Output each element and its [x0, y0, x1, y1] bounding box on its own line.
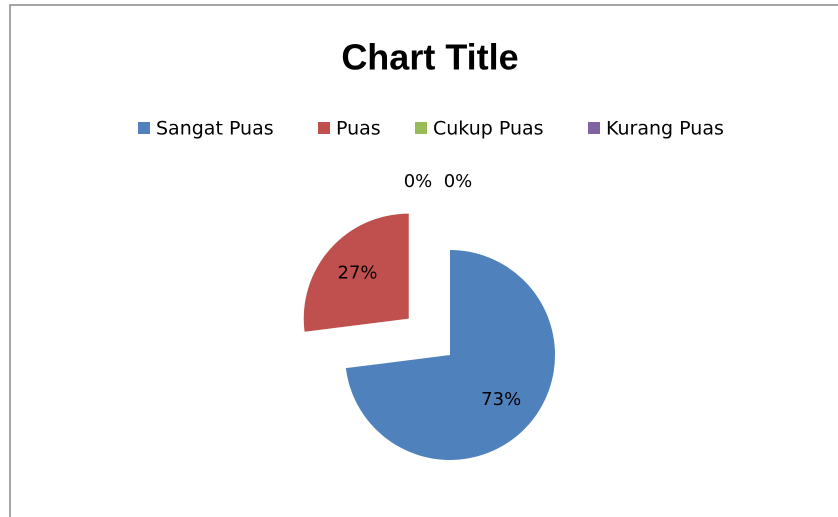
- data-label: 27%: [338, 262, 378, 283]
- legend-swatch: [588, 122, 600, 134]
- data-label: 0%: [404, 171, 433, 192]
- legend-label: Kurang Puas: [606, 118, 724, 140]
- chart-title: Chart Title: [341, 37, 518, 78]
- data-label: 0%: [444, 171, 473, 192]
- pie-slice: [345, 250, 555, 460]
- legend-swatch: [138, 122, 150, 134]
- legend-swatch: [318, 122, 330, 134]
- legend-label: Sangat Puas: [156, 118, 274, 140]
- legend-label: Puas: [336, 118, 381, 140]
- legend-label: Cukup Puas: [433, 118, 544, 140]
- pie-slice: [303, 213, 409, 332]
- data-label: 73%: [481, 389, 521, 410]
- legend-swatch: [415, 122, 427, 134]
